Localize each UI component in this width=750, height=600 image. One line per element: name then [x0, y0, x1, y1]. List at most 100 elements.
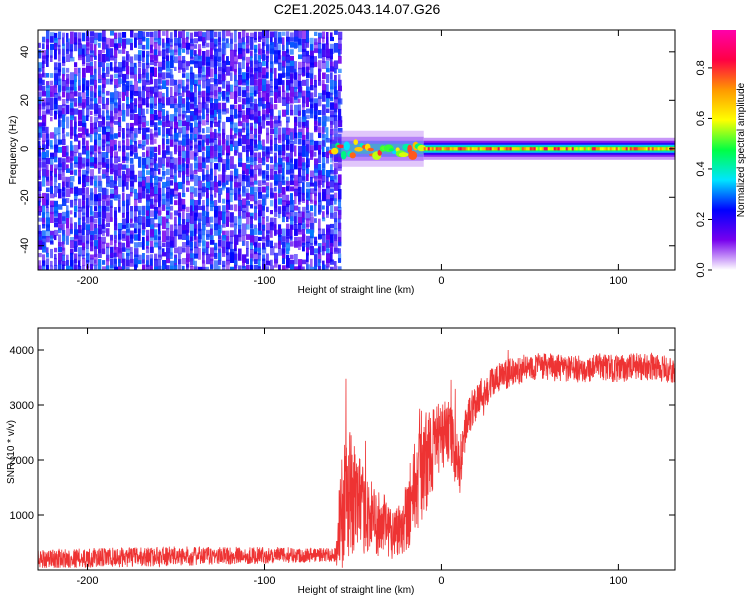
- heatmap-cell: [106, 144, 110, 154]
- heatmap-cell: [166, 192, 170, 202]
- heatmap-cell: [238, 54, 243, 60]
- heatmap-cell: [38, 108, 42, 120]
- heatmap-cell: [314, 204, 317, 217]
- heatmap-cell: [106, 56, 109, 61]
- heatmap-cell: [250, 50, 253, 59]
- heatmap-cell: [262, 91, 267, 102]
- heatmap-cell: [70, 199, 74, 208]
- heatmap-cell: [158, 110, 162, 119]
- heatmap-cell: [250, 86, 255, 95]
- heatmap-cell: [134, 133, 137, 144]
- signal-core: [463, 147, 466, 151]
- heatmap-cell: [94, 211, 98, 219]
- heatmap-cell: [234, 61, 237, 73]
- heatmap-cell: [242, 204, 246, 213]
- heatmap-cell: [270, 168, 274, 180]
- heatmap-cell: [106, 48, 110, 62]
- heatmap-cell: [42, 254, 46, 263]
- heatmap-cell: [234, 241, 237, 251]
- heatmap-cell: [322, 72, 326, 80]
- signal-core: [481, 147, 484, 151]
- heatmap-cell: [194, 61, 199, 68]
- heatmap-cell: [86, 253, 90, 263]
- heatmap-cell: [330, 92, 333, 100]
- heatmap-cell: [298, 44, 302, 53]
- heatmap-cell: [82, 61, 85, 67]
- heatmap-cell: [42, 144, 46, 151]
- heatmap-cell: [146, 97, 149, 108]
- heatmap-cell: [234, 68, 237, 81]
- heatmap-cell: [302, 139, 306, 147]
- heatmap-cell: [298, 240, 301, 250]
- heatmap-cell: [38, 230, 42, 241]
- heatmap-cell: [314, 31, 318, 36]
- heatmap-cell: [62, 254, 65, 262]
- heatmap-cell: [150, 31, 154, 37]
- heatmap-cell: [158, 223, 161, 235]
- heatmap-cell: [110, 234, 114, 241]
- heatmap-cell: [242, 170, 245, 179]
- heatmap-cell: [286, 144, 290, 151]
- heatmap-cell: [186, 61, 191, 67]
- heatmap-cell: [114, 156, 118, 164]
- signal-core: [627, 147, 630, 151]
- signal-core: [607, 147, 610, 151]
- heatmap-cell: [322, 228, 325, 236]
- heatmap-cell: [186, 151, 190, 164]
- heatmap-cell: [90, 79, 95, 85]
- signal-core: [489, 147, 492, 151]
- heatmap-cell: [54, 98, 58, 109]
- heatmap-cell: [218, 145, 223, 157]
- heatmap-cell: [254, 206, 257, 213]
- heatmap-cell: [82, 258, 86, 267]
- heatmap-cell: [242, 72, 246, 83]
- heatmap-cell: [310, 205, 314, 212]
- heatmap-cell: [326, 240, 330, 251]
- heatmap-cell: [130, 132, 134, 143]
- heatmap-cell: [154, 109, 158, 115]
- heatmap-cell: [82, 115, 86, 127]
- signal-core: [441, 147, 444, 151]
- heatmap-cell: [282, 265, 286, 270]
- heatmap-cell: [42, 43, 45, 50]
- heatmap-cell: [278, 206, 282, 214]
- heatmap-cell: [58, 163, 62, 171]
- heatmap-cell: [326, 205, 329, 215]
- signal-core: [603, 147, 606, 151]
- heatmap-cell: [82, 265, 85, 270]
- heatmap-cell: [178, 140, 183, 145]
- heatmap-cell: [318, 180, 321, 188]
- heatmap-cell: [182, 174, 185, 184]
- heatmap-cell: [214, 253, 218, 260]
- heatmap-cell: [306, 218, 310, 228]
- signal-core: [527, 147, 530, 151]
- heatmap-cell: [294, 241, 299, 248]
- heatmap-cell: [242, 127, 246, 133]
- heatmap-cell: [102, 194, 106, 202]
- heatmap-cell: [302, 126, 305, 138]
- heatmap-cell: [290, 180, 295, 186]
- heatmap-cell: [338, 49, 341, 57]
- heatmap-cell: [230, 204, 234, 211]
- heatmap-cell: [222, 198, 226, 204]
- heatmap-cell: [238, 216, 242, 226]
- heatmap-cell: [122, 42, 126, 54]
- heatmap-cell: [306, 72, 310, 79]
- heatmap-cell: [126, 181, 129, 190]
- heatmap-cell: [246, 193, 250, 200]
- heatmap-cell: [78, 176, 81, 185]
- heatmap-cell: [78, 72, 81, 81]
- heatmap-cell: [146, 134, 150, 140]
- heatmap-cell: [42, 212, 46, 223]
- heatmap-cell: [310, 242, 313, 248]
- heatmap-cell: [46, 102, 50, 114]
- heatmap-cell: [282, 45, 285, 52]
- heatmap-cell: [214, 90, 218, 101]
- heatmap-cell: [90, 110, 93, 115]
- heatmap-cell: [282, 80, 285, 86]
- heatmap-cell: [142, 186, 146, 199]
- heatmap-cell: [150, 72, 153, 85]
- heatmap-cell: [110, 127, 114, 138]
- heatmap-cell: [66, 145, 69, 156]
